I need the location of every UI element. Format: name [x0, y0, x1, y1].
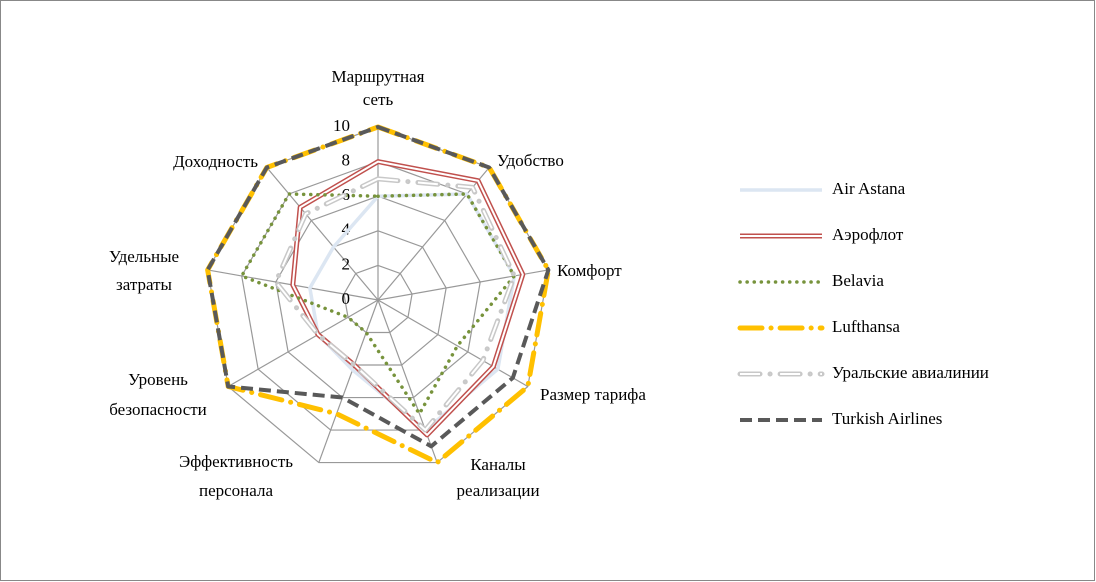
radial-axis: [318, 299, 379, 463]
category-label: Маршрутная: [332, 67, 425, 86]
legend-label: Аэрофлот: [832, 225, 904, 244]
category-label: Удельные: [109, 247, 179, 266]
legend-label: Air Astana: [832, 179, 906, 198]
series-line: [205, 125, 551, 449]
legend-label: Belavia: [832, 271, 884, 290]
category-label: реализации: [456, 481, 539, 500]
series-line: [273, 176, 517, 433]
radial-axis: [377, 269, 549, 301]
category-label: безопасности: [109, 400, 207, 419]
grid-ring: [343, 264, 413, 334]
category-label: Эффективность: [179, 452, 293, 471]
r-tick-label: 4: [342, 220, 351, 239]
category-label: Комфорт: [557, 261, 622, 280]
category-label: Доходность: [173, 152, 258, 171]
r-tick-label: 0: [342, 289, 351, 308]
category-label: Каналы: [470, 455, 526, 474]
radial-axis: [377, 299, 529, 388]
r-tick-label: 10: [333, 116, 350, 135]
radial-axis: [266, 167, 379, 301]
legend-label: Lufthansa: [832, 317, 900, 336]
legend-label: Turkish Airlines: [832, 409, 942, 428]
category-label: затраты: [116, 275, 172, 294]
series-line: [239, 192, 517, 416]
category-label: сеть: [363, 90, 394, 109]
r-tick-label: 2: [342, 254, 351, 273]
category-label: Размер тарифа: [540, 385, 646, 404]
r-tick-label: 8: [342, 151, 351, 170]
category-label: персонала: [199, 481, 273, 500]
category-label: Удобство: [497, 151, 564, 170]
radial-axis: [227, 299, 379, 388]
legend-label: Уральские авиалинии: [832, 363, 989, 382]
category-label: Уровень: [128, 370, 188, 389]
